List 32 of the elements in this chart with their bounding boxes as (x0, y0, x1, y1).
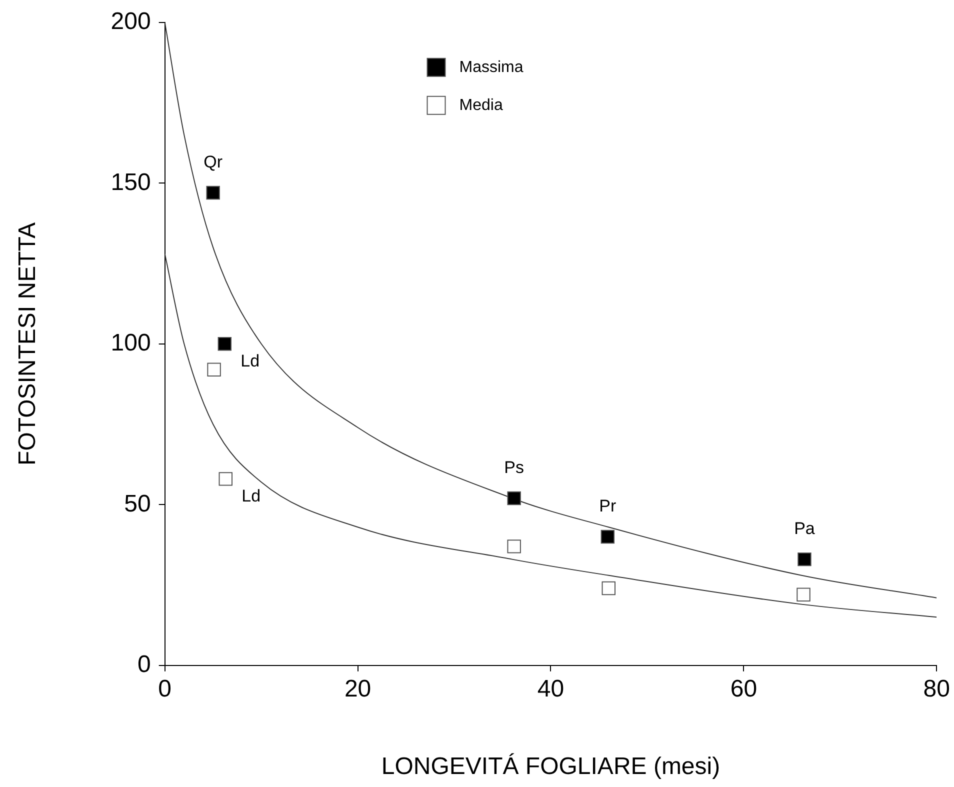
point (218, 472, 232, 486)
y-tick-label: 200 (110, 8, 151, 36)
x-tick-label: 80 (923, 675, 950, 702)
point (600, 530, 615, 544)
annotation: Ld (240, 352, 260, 371)
annotation: Pa (794, 518, 816, 538)
legend-label: Massima (459, 58, 524, 76)
point (507, 491, 521, 506)
y-axis-title: FOTOSINTESI NETTA (14, 222, 42, 466)
y-tick-label: 0 (137, 651, 151, 678)
x-axis-title: LONGEVITÁ FOGLIARE (mesi) (381, 753, 720, 780)
annotation: Qr (204, 152, 223, 172)
y-tick-label: 150 (110, 168, 151, 196)
annotation: Ld (242, 486, 261, 506)
legend-label: Media (459, 96, 503, 114)
annotation: Ps (504, 458, 524, 477)
y-tick-label: 50 (124, 490, 151, 518)
line-series (164, 253, 937, 618)
point (796, 588, 810, 602)
point (602, 581, 616, 596)
y-tick-label: 100 (110, 330, 151, 357)
point (206, 186, 220, 200)
x-tick-label: 0 (158, 675, 172, 702)
line-series (164, 22, 937, 598)
annotation: Pr (599, 496, 617, 516)
point (798, 552, 812, 566)
point (207, 362, 221, 376)
point (218, 337, 232, 351)
x-tick-label: 20 (344, 675, 372, 702)
x-tick-label: 40 (537, 675, 564, 702)
point (507, 540, 521, 554)
x-tick-label: 60 (730, 675, 758, 702)
